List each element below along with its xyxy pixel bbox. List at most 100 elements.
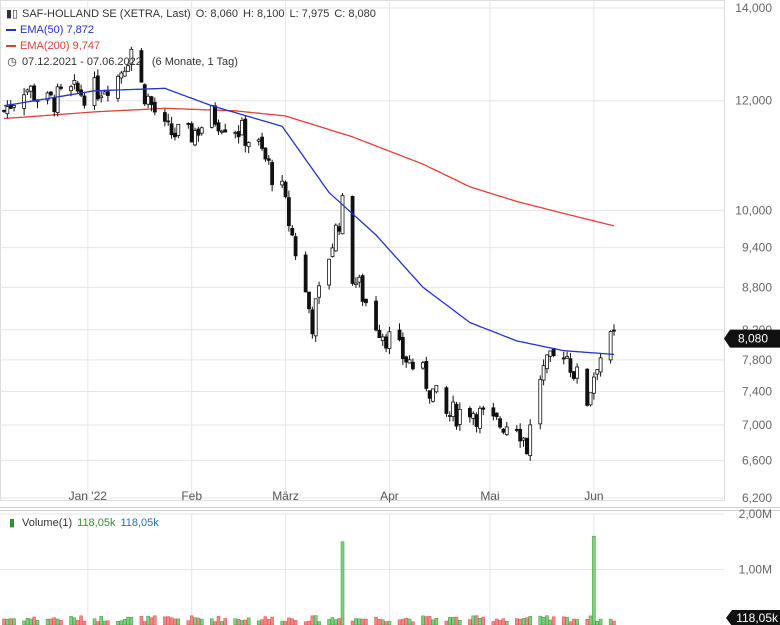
volume-bar: [337, 618, 341, 625]
volume-bar: [360, 618, 365, 625]
candle-body: [293, 236, 298, 257]
volume-bar: [548, 619, 553, 625]
volume-bar: [478, 618, 482, 625]
volume-bar: [72, 617, 77, 625]
price-tick-label: 7,000: [742, 418, 772, 432]
candle-body: [548, 350, 553, 357]
candle-body: [280, 180, 285, 186]
volume-tick-label: 1,00M: [739, 563, 772, 577]
candle-body: [374, 300, 378, 331]
candle-body: [236, 131, 241, 138]
volume-bar: [518, 618, 522, 625]
volume-bar: [233, 618, 238, 625]
candle-body: [585, 368, 590, 406]
volume-bar: [377, 618, 382, 625]
candle-body: [608, 331, 613, 361]
candle-body: [565, 356, 569, 359]
candle-body: [330, 247, 335, 257]
candle-body: [126, 65, 130, 72]
volume-bar: [69, 616, 73, 625]
candle-body: [467, 407, 472, 418]
candle-body: [49, 91, 53, 96]
period-range: 07.12.2021 - 07.06.2022: [22, 56, 142, 68]
volume-bars-icon: ▮: [8, 517, 16, 529]
price-tick-label: 7,800: [742, 353, 772, 367]
candle-body: [32, 85, 37, 102]
volume-bar: [592, 535, 596, 625]
volume-bar: [307, 620, 311, 625]
candle-body: [199, 127, 204, 134]
price-tick-label: 12,000: [735, 94, 772, 108]
candle-body: [514, 428, 519, 431]
candle-body: [501, 428, 506, 433]
volume-bar: [471, 615, 475, 625]
volume-bar: [568, 621, 573, 625]
last-volume-badge-bg: [726, 610, 780, 625]
volume-bar: [82, 620, 87, 625]
candle-body: [387, 331, 392, 349]
ema50-layer: [3, 87, 615, 356]
candle-body: [447, 414, 452, 417]
candle-body: [404, 356, 409, 363]
price-tick-label: 14,000: [735, 1, 772, 15]
candle-body: [240, 120, 244, 136]
candle-body: [193, 130, 197, 146]
volume-bar: [283, 621, 288, 625]
period-detail: (6 Monate, 1 Tag): [151, 56, 238, 68]
time-tick-label: Apr: [380, 489, 399, 503]
volume-legend: ▮ Volume(1) 118,05k 118,05k: [6, 515, 159, 531]
candle-body: [427, 390, 432, 399]
volume-bar: [149, 617, 154, 625]
legend-ema200-row: EMA(200) 9,747: [6, 38, 376, 54]
volume-bar: [458, 620, 462, 625]
ema50-line: [3, 87, 615, 356]
volume-bar: [223, 618, 227, 625]
candle-body: [591, 376, 596, 394]
candle-body: [481, 407, 486, 410]
candle-body: [2, 110, 6, 112]
candle-body: [129, 48, 134, 65]
volume-bar: [561, 616, 566, 625]
candle-body: [528, 424, 533, 457]
volume-bar: [357, 618, 362, 625]
price-panel-frame: [0, 0, 725, 501]
volume-bar: [263, 616, 268, 625]
candle-body: [380, 336, 385, 342]
price-tick-label: 6,600: [742, 453, 772, 467]
volume-bar: [598, 618, 603, 625]
time-tick-label: März: [272, 489, 299, 503]
candle-body: [498, 418, 502, 428]
candle-body: [421, 362, 425, 369]
volume-bar: [504, 620, 509, 625]
low-label: L:: [289, 8, 299, 20]
candle-body: [434, 385, 439, 393]
volume-bar: [364, 618, 368, 625]
candle-body: [216, 122, 221, 132]
volume-bar: [267, 619, 271, 625]
clock-icon: ◷: [7, 56, 17, 68]
candle-body: [411, 361, 415, 370]
candle-body: [186, 123, 191, 125]
volume-bar: [22, 620, 26, 625]
candlestick-icon: ▮▯: [6, 8, 19, 20]
candle-body: [196, 128, 201, 136]
candle-body: [431, 388, 435, 402]
volume-bar: [99, 616, 103, 625]
volume-bar: [240, 620, 244, 625]
open-label: O:: [195, 8, 208, 20]
candle-body: [494, 412, 499, 418]
candle-body: [176, 123, 181, 136]
price-tick-label: 9,400: [742, 241, 772, 255]
candle-body: [357, 276, 362, 283]
volume-bar: [246, 617, 251, 625]
candle-body: [518, 428, 523, 442]
volume-bar: [153, 615, 157, 625]
volume-bar: [330, 617, 335, 625]
close-label: C:: [334, 8, 346, 20]
volume-bar: [199, 618, 204, 625]
volume-bar: [317, 621, 321, 625]
volume-value-blue: 118,05k: [120, 517, 159, 529]
high-label: H:: [242, 8, 254, 20]
volume-bar: [474, 615, 479, 625]
